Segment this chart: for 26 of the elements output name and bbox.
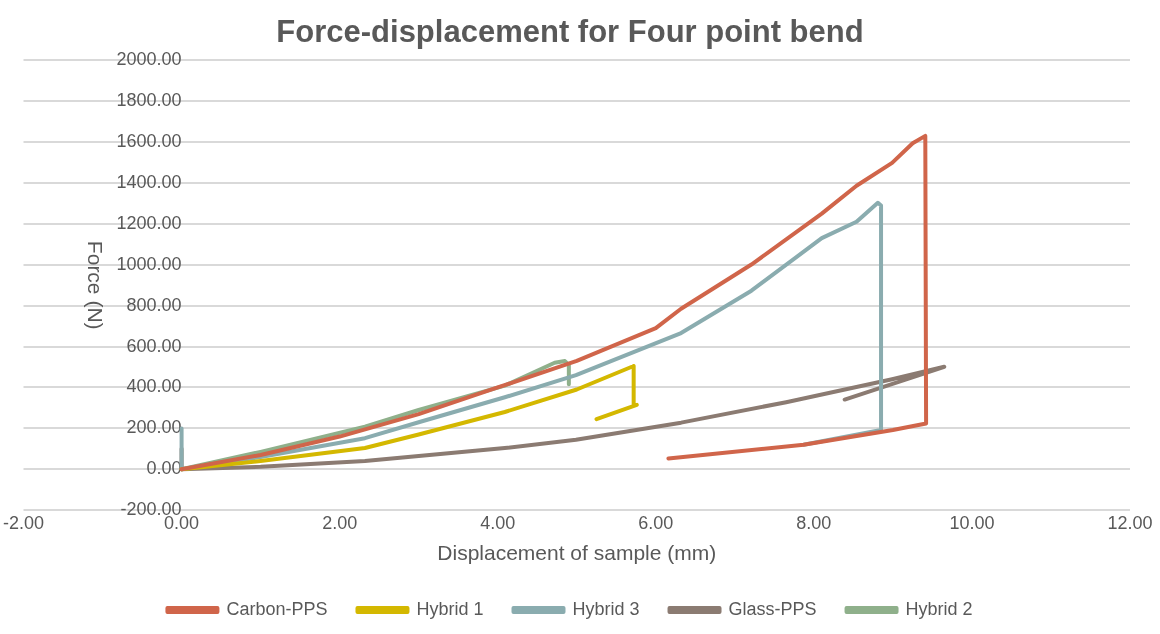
- x-tick-label: 6.00: [638, 512, 674, 533]
- x-tick-label: 2.00: [322, 512, 358, 533]
- y-tick-label: 600.00: [126, 335, 182, 356]
- x-axis-title: Displacement of sample (mm): [437, 541, 717, 565]
- chart-title: Force-displacement for Four point bend: [276, 14, 864, 50]
- y-tick-label: 1400.00: [116, 171, 182, 192]
- y-tick-label: 0.00: [146, 458, 182, 479]
- y-tick-label: 200.00: [126, 417, 182, 438]
- x-tick-label: 4.00: [480, 512, 516, 533]
- x-tick-label: 10.00: [949, 512, 995, 533]
- y-tick-label: 400.00: [126, 376, 182, 397]
- x-tick-label: 8.00: [796, 512, 832, 533]
- x-tick-label: 12.00: [1107, 512, 1153, 533]
- y-tick-label: 1000.00: [116, 253, 182, 274]
- legend-label: Hybrid 1: [416, 598, 484, 619]
- y-tick-label: 800.00: [126, 294, 182, 315]
- legend-label: Hybrid 3: [572, 598, 640, 619]
- y-tick-label: 1600.00: [116, 130, 182, 151]
- y-tick-label: 1800.00: [116, 90, 182, 111]
- y-axis-title: Force (N): [84, 240, 108, 330]
- legend-label: Hybrid 2: [905, 598, 973, 619]
- legend-label: Glass-PPS: [728, 598, 817, 619]
- y-tick-label: 2000.00: [116, 49, 182, 70]
- y-tick-label: 1200.00: [116, 212, 182, 233]
- x-tick-label: -2.00: [3, 512, 45, 533]
- legend-label: Carbon-PPS: [226, 598, 328, 619]
